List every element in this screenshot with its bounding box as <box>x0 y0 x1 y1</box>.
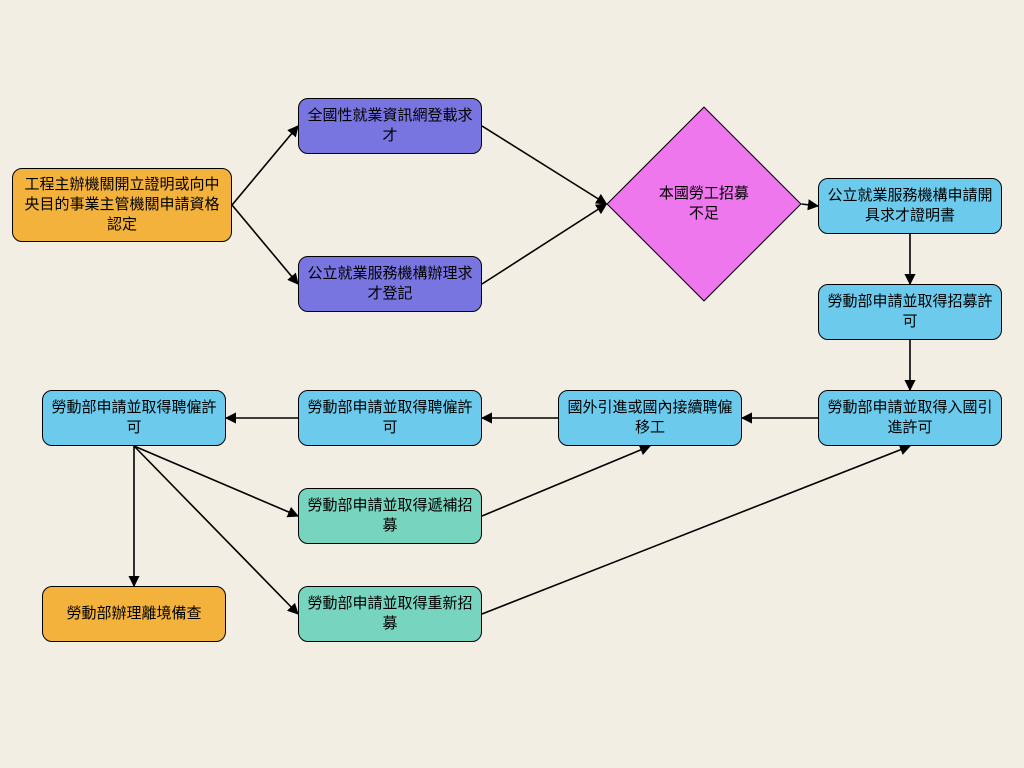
node-label: 勞動部申請並取得聘僱許可 <box>307 398 473 439</box>
node-mol-recruit-permit: 勞動部申請並取得招募許可 <box>818 284 1002 340</box>
node-label: 本國勞工招募 不足 <box>659 184 749 225</box>
node-label: 工程主辦機關開立證明或向中央目的事業主管機關申請資格認定 <box>21 175 223 236</box>
node-label: 全國性就業資訊網登載求才 <box>307 106 473 147</box>
node-mol-employ-permit-1: 勞動部申請並取得聘僱許可 <box>42 390 226 446</box>
node-label: 公立就業服務機構申請開具求才證明書 <box>827 186 993 227</box>
edge <box>232 126 298 205</box>
node-mol-supplement-recruit: 勞動部申請並取得遞補招募 <box>298 488 482 544</box>
node-national-jobnet: 全國性就業資訊網登載求才 <box>298 98 482 154</box>
edge <box>482 126 606 204</box>
node-mol-rerecruit: 勞動部申請並取得重新招募 <box>298 586 482 642</box>
node-label: 公立就業服務機構辦理求才登記 <box>307 264 473 305</box>
node-label: 國外引進或國內接續聘僱移工 <box>567 398 733 439</box>
edge <box>482 204 606 284</box>
node-public-jobreg: 公立就業服務機構辦理求才登記 <box>298 256 482 312</box>
node-label: 勞動部申請並取得聘僱許可 <box>51 398 217 439</box>
node-label: 勞動部辦理離境備查 <box>66 604 201 624</box>
node-mol-departure-check: 勞動部辦理離境備查 <box>42 586 226 642</box>
node-label: 勞動部申請並取得入國引進許可 <box>827 398 993 439</box>
edges-layer <box>0 0 1024 768</box>
node-recruit-shortage: 本國勞工招募 不足 <box>606 106 801 301</box>
edge <box>232 205 298 284</box>
edge <box>802 204 818 206</box>
node-eng-cert: 工程主辦機關開立證明或向中央目的事業主管機關申請資格認定 <box>12 168 232 242</box>
node-label: 勞動部申請並取得重新招募 <box>307 594 473 635</box>
node-mol-employ-permit-2: 勞動部申請並取得聘僱許可 <box>298 390 482 446</box>
node-pub-cert: 公立就業服務機構申請開具求才證明書 <box>818 178 1002 234</box>
node-label: 勞動部申請並取得遞補招募 <box>307 496 473 537</box>
edge <box>482 446 910 614</box>
node-label: 勞動部申請並取得招募許可 <box>827 292 993 333</box>
node-mol-entry-permit: 勞動部申請並取得入國引進許可 <box>818 390 1002 446</box>
node-import-or-transfer: 國外引進或國內接續聘僱移工 <box>558 390 742 446</box>
edge <box>482 446 650 516</box>
edge <box>134 446 298 516</box>
